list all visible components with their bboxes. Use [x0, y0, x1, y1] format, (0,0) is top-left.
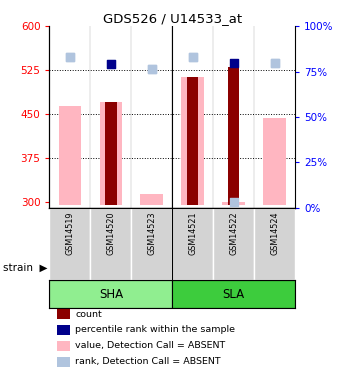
Text: GSM14519: GSM14519 [65, 211, 74, 255]
Bar [105, 102, 117, 205]
Text: SHA: SHA [99, 288, 123, 301]
Bar [57, 325, 70, 335]
Bar [172, 208, 213, 280]
Point [108, 62, 114, 68]
Point [190, 54, 195, 60]
Text: value, Detection Call = ABSENT: value, Detection Call = ABSENT [75, 341, 225, 350]
Point [231, 60, 236, 66]
Text: rank, Detection Call = ABSENT: rank, Detection Call = ABSENT [75, 357, 221, 366]
Bar [181, 77, 204, 205]
Point [231, 199, 236, 205]
Bar [57, 309, 70, 319]
Title: GDS526 / U14533_at: GDS526 / U14533_at [103, 12, 242, 25]
Bar [222, 202, 245, 205]
Point [149, 66, 154, 72]
Bar [140, 194, 163, 205]
Bar [213, 208, 254, 280]
Bar [172, 280, 295, 308]
Bar [49, 208, 90, 280]
Text: GSM14520: GSM14520 [106, 211, 115, 255]
Point [67, 54, 73, 60]
Text: percentile rank within the sample: percentile rank within the sample [75, 326, 235, 334]
Bar [90, 208, 131, 280]
Bar [100, 102, 122, 205]
Bar [228, 67, 239, 205]
Point [149, 66, 154, 72]
Point [108, 62, 114, 68]
Bar [131, 208, 172, 280]
Point [272, 60, 277, 66]
Bar [263, 118, 286, 205]
Text: GSM14521: GSM14521 [188, 211, 197, 255]
Text: GSM14523: GSM14523 [147, 211, 156, 255]
Text: strain  ▶: strain ▶ [3, 263, 48, 273]
Bar [57, 357, 70, 367]
Bar [57, 341, 70, 351]
Text: count: count [75, 309, 102, 318]
Text: GSM14522: GSM14522 [229, 211, 238, 255]
Bar [59, 106, 81, 205]
Point [272, 60, 277, 66]
Point [190, 54, 195, 60]
Text: GSM14524: GSM14524 [270, 211, 279, 255]
Point [67, 54, 73, 60]
Text: SLA: SLA [223, 288, 244, 301]
Bar [187, 77, 198, 205]
Bar [254, 208, 295, 280]
Bar [49, 280, 172, 308]
